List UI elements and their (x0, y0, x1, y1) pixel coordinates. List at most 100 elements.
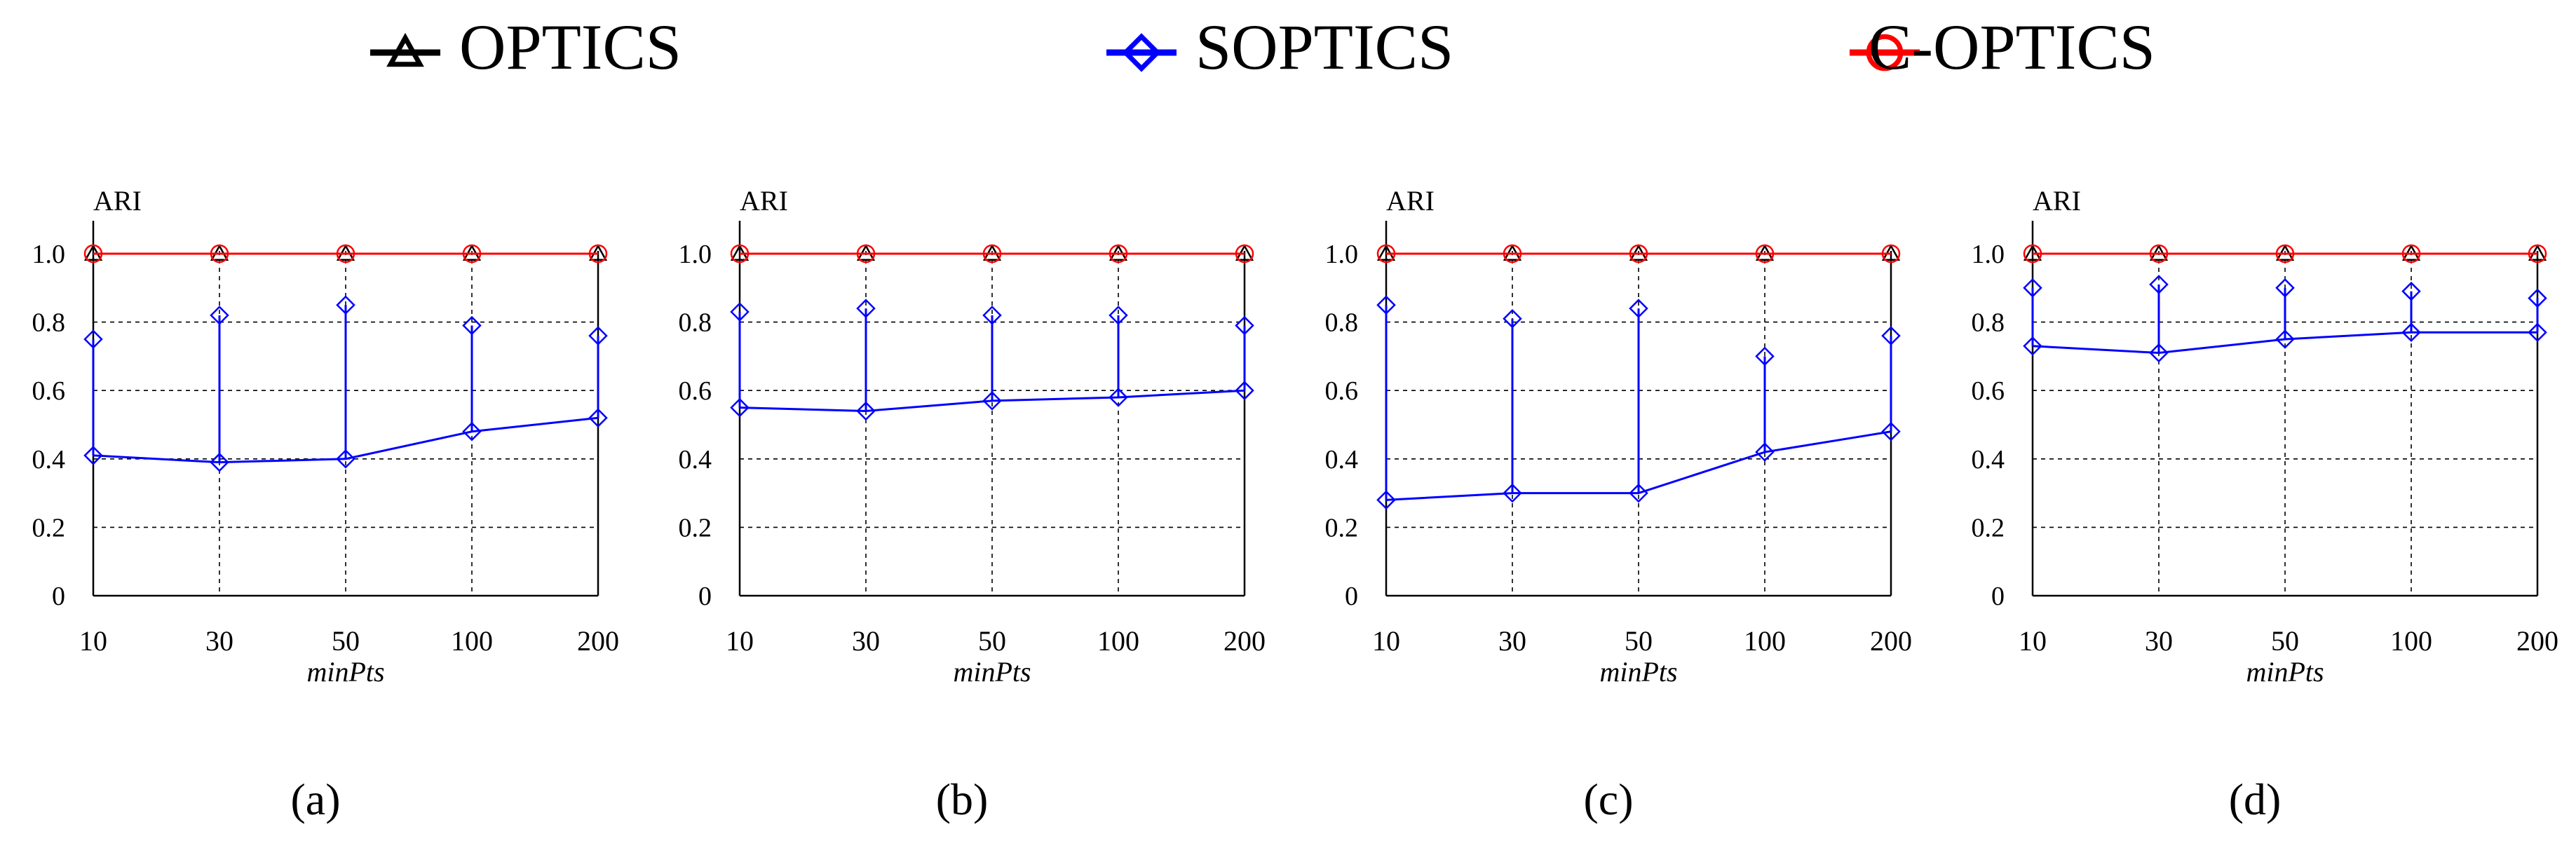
c-optics-point (2275, 244, 2295, 264)
soptics-point-shape (83, 446, 103, 465)
soptics-point-shape (1235, 381, 1254, 400)
x-tick-label: 10 (1372, 625, 1400, 657)
x-tick-label: 200 (1870, 625, 1912, 657)
y-tick-label: 0.8 (679, 308, 712, 338)
y-tick-label: 0.2 (32, 513, 66, 542)
soptics-upper-point (588, 326, 608, 346)
soptics-upper-point-shape (210, 306, 229, 325)
x-tick-label: 200 (577, 625, 619, 657)
legend-label: SOPTICS (1195, 11, 1453, 83)
soptics-upper-point-shape (83, 329, 103, 349)
y-axis-label: ARI (2033, 185, 2081, 217)
c-optics-point-shape (2149, 244, 2169, 264)
y-tick-label: 0 (52, 582, 65, 611)
x-tick-label: 100 (2390, 625, 2432, 657)
soptics-point (83, 446, 103, 465)
chart-panel-1: ARI 0 0.2 0.4 0.6 0.8 1.0 10 30 50 100 200 minPts (a) (32, 185, 620, 824)
chart-panel-2: ARI 0 0.2 0.4 0.6 0.8 1.0 10 30 50 100 200 minPts (b) (679, 185, 1266, 824)
soptics-upper-point-shape (1235, 315, 1254, 336)
soptics-point (1376, 490, 1396, 510)
x-tick-label: 10 (2019, 625, 2047, 657)
y-axis-label: ARI (1386, 185, 1435, 217)
chart-panel-3: ARI 0 0.2 0.4 0.6 0.8 1.0 10 30 50 100 200 minPts (c) (1325, 185, 1913, 824)
soptics-point (856, 401, 876, 421)
x-tick-label: 200 (2516, 625, 2558, 657)
y-tick-label: 0.2 (1325, 513, 1359, 542)
soptics-upper-point (1755, 346, 1775, 367)
soptics-point (1629, 483, 1648, 503)
c-optics-point-shape (588, 244, 608, 264)
y-tick-label: 0.2 (679, 513, 712, 542)
soptics-point-shape (588, 408, 608, 428)
y-tick-label: 0.6 (679, 376, 712, 406)
y-tick-label: 0.8 (1972, 308, 2005, 338)
soptics-upper-point-shape (1503, 308, 1522, 329)
y-tick-label: 1.0 (1972, 240, 2005, 269)
c-optics-point-shape (2023, 244, 2042, 264)
legend: OPTICS SOPTICS C-OPTICS (370, 11, 2155, 83)
soptics-upper-point (1235, 315, 1254, 336)
x-axis-label: minPts (953, 656, 1031, 688)
y-tick-label: 1.0 (32, 240, 66, 269)
legend-label: C-OPTICS (1869, 11, 2155, 83)
c-optics-point (1755, 244, 1775, 264)
soptics-point-shape (856, 401, 876, 421)
panel-label: (a) (290, 774, 340, 824)
panel-label: (d) (2229, 774, 2282, 824)
soptics-upper-point (1881, 326, 1901, 346)
soptics-point-shape (1503, 483, 1522, 503)
soptics-upper-point (730, 302, 750, 322)
c-optics-point (730, 244, 750, 264)
x-tick-label: 10 (79, 625, 107, 657)
y-tick-label: 0.8 (32, 308, 66, 338)
soptics-point-shape (2149, 343, 2169, 363)
c-optics-point-shape (462, 244, 482, 264)
soptics-upper-point (462, 315, 482, 336)
soptics-upper-point-shape (2023, 278, 2042, 298)
c-optics-point (982, 244, 1002, 264)
c-optics-point-shape (2275, 244, 2295, 264)
c-optics-point (83, 244, 103, 264)
c-optics-point (588, 244, 608, 264)
c-optics-point-shape (1881, 244, 1901, 264)
soptics-point-shape (2528, 322, 2547, 343)
y-tick-label: 0.4 (32, 445, 66, 474)
soptics-point (982, 391, 1002, 411)
soptics-point (2149, 343, 2169, 363)
x-axis-label: minPts (2246, 656, 2324, 688)
soptics-point-shape (1755, 442, 1775, 462)
legend-item-soptics: SOPTICS (1106, 11, 1453, 83)
soptics-point-shape (982, 391, 1002, 411)
soptics-upper-point-shape (1376, 295, 1396, 315)
x-tick-label: 50 (2271, 625, 2299, 657)
soptics-upper-point (336, 295, 355, 315)
y-tick-label: 0.4 (1325, 445, 1359, 474)
soptics-upper-point (2528, 288, 2547, 308)
y-tick-label: 0.4 (1972, 445, 2005, 474)
soptics-upper-point-shape (2149, 275, 2169, 294)
y-tick-label: 0.2 (1972, 513, 2005, 542)
y-tick-label: 0 (1991, 582, 2005, 611)
circle-icon-shape (1866, 34, 1904, 71)
c-optics-point (1376, 244, 1396, 264)
c-optics-point (856, 244, 876, 264)
soptics-point (2401, 322, 2421, 343)
x-tick-label: 50 (1625, 625, 1653, 657)
soptics-line (93, 416, 599, 464)
legend-item-c-optics: C-OPTICS (1850, 11, 2155, 83)
x-axis-label: minPts (1599, 656, 1677, 688)
soptics-upper-point (1109, 306, 1128, 325)
c-optics-point (1109, 244, 1128, 264)
c-optics-point-shape (83, 244, 103, 264)
soptics-upper-point (83, 329, 103, 349)
soptics-upper-point-shape (1755, 346, 1775, 367)
c-optics-point (2023, 244, 2042, 264)
diamond-icon-shape (1122, 33, 1161, 72)
c-optics-point-shape (336, 244, 355, 264)
soptics-upper-point-shape (1881, 326, 1901, 346)
soptics-upper-point (1376, 295, 1396, 315)
soptics-point-shape (2023, 336, 2042, 356)
soptics-point-shape (2401, 322, 2421, 343)
